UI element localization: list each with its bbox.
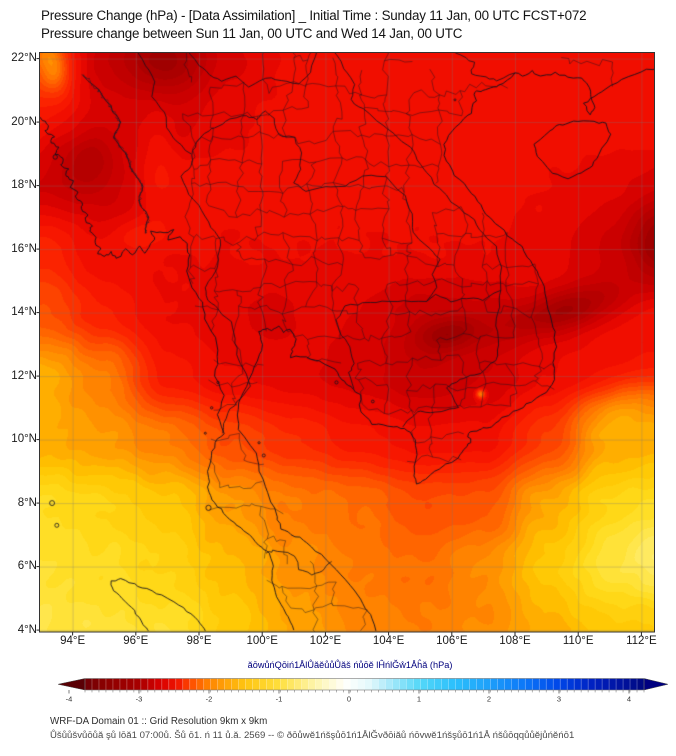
svg-text:-3: -3	[136, 695, 143, 704]
svg-text:4: 4	[627, 695, 631, 704]
svg-text:-4: -4	[66, 695, 73, 704]
svg-text:3: 3	[557, 695, 561, 704]
svg-text:1: 1	[417, 695, 421, 704]
svg-text:-2: -2	[206, 695, 213, 704]
svg-text:-1: -1	[276, 695, 283, 704]
svg-text:2: 2	[487, 695, 491, 704]
svg-text:0: 0	[347, 695, 351, 704]
